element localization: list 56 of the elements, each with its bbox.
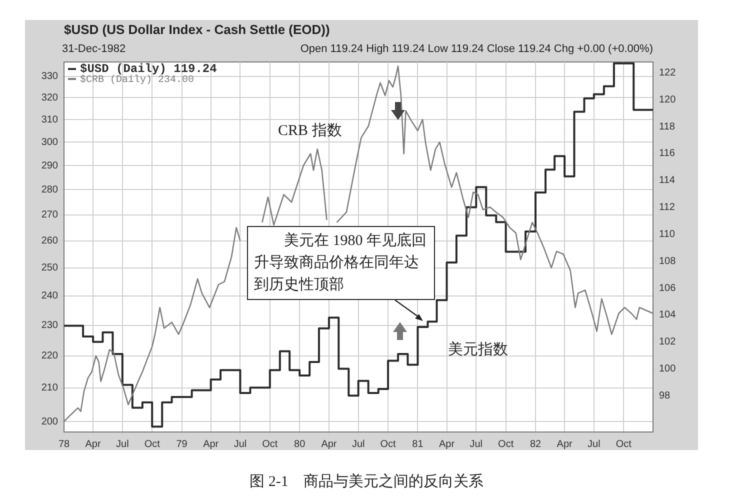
y2-tick-label: 100: [659, 364, 676, 375]
x-tick-label: Oct: [498, 438, 514, 450]
chart-title: $USD (US Dollar Index - Cash Settle (EOD)): [64, 22, 330, 37]
x-tick-label: 78: [58, 438, 70, 450]
text: Open 119.24 High 119.24 Low 119.24 Close 119.24 Chg +0.00 (+0.00%): [300, 43, 653, 55]
y-tick-label: 250: [41, 262, 58, 274]
x-tick-label: Oct: [144, 438, 160, 450]
y-tick-label: 280: [41, 184, 58, 196]
y-tick-label: 290: [41, 160, 58, 172]
x-tick-label: Apr: [203, 438, 220, 450]
y2-tick-label: 120: [659, 94, 676, 106]
y-tick-label: 240: [41, 290, 58, 302]
x-tick-label: Oct: [616, 438, 632, 450]
legend-label: $CRB (Daily) 234.00: [80, 75, 194, 86]
y-tick-label: 260: [41, 236, 58, 247]
y2-tick-label: 122: [659, 68, 676, 79]
x-tick-label: Apr: [85, 438, 102, 450]
y2-tick-label: 102: [659, 336, 676, 348]
legend-label: $USD (Daily) 119.24: [80, 62, 217, 76]
x-tick-label: Apr: [556, 438, 574, 450]
y2-tick-label: 118: [659, 121, 676, 132]
annotation: 美元在 1980 年见底回升导致商品价格在同年达到历史性顶部: [247, 226, 435, 300]
x-tick-label: Oct: [380, 438, 396, 450]
y-tick-label: 200: [41, 416, 58, 428]
x-tick-label: 79: [176, 438, 188, 450]
x-tick-label: 82: [530, 438, 542, 450]
x-tick-label: Jul: [588, 438, 600, 450]
y2-tick-label: 106: [659, 282, 676, 294]
x-tick-label: Jul: [234, 438, 247, 450]
y2-tick-label: 116: [659, 148, 676, 160]
y2-tick-label: 112: [659, 202, 676, 214]
y-tick-label: 310: [41, 114, 58, 126]
x-tick-label: Apr: [321, 438, 338, 450]
y-tick-label: 230: [41, 320, 58, 332]
caption: 图 2-1 商品与美元之间的反向关系: [248, 472, 484, 491]
y2-tick-label: 114: [659, 175, 676, 186]
y2-tick-label: 110: [659, 228, 676, 240]
x-tick-label: 81: [412, 438, 424, 450]
x-tick-label: Jul: [352, 438, 365, 450]
x-tick-label: Jul: [470, 438, 483, 450]
y2-tick-label: 98: [659, 390, 671, 402]
x-tick-label: Apr: [438, 438, 456, 450]
y2-tick-label: 104: [659, 310, 676, 321]
y-tick-label: 270: [41, 210, 58, 221]
x-tick-label: Oct: [262, 438, 278, 450]
y-tick-label: 300: [41, 136, 58, 148]
y-tick-label: 210: [41, 382, 58, 394]
y-tick-label: 220: [41, 350, 58, 362]
y2-tick-label: 108: [659, 256, 676, 267]
x-tick-label: Jul: [116, 438, 129, 450]
x-tick-label: 80: [294, 438, 306, 450]
annotation: 美元指数: [448, 340, 508, 359]
annotation: CRB 指数: [278, 122, 342, 140]
chart-subtitle: 31-Dec-1982: [62, 43, 126, 55]
y-tick-label: 330: [41, 71, 58, 82]
y-tick-label: 320: [41, 92, 58, 104]
